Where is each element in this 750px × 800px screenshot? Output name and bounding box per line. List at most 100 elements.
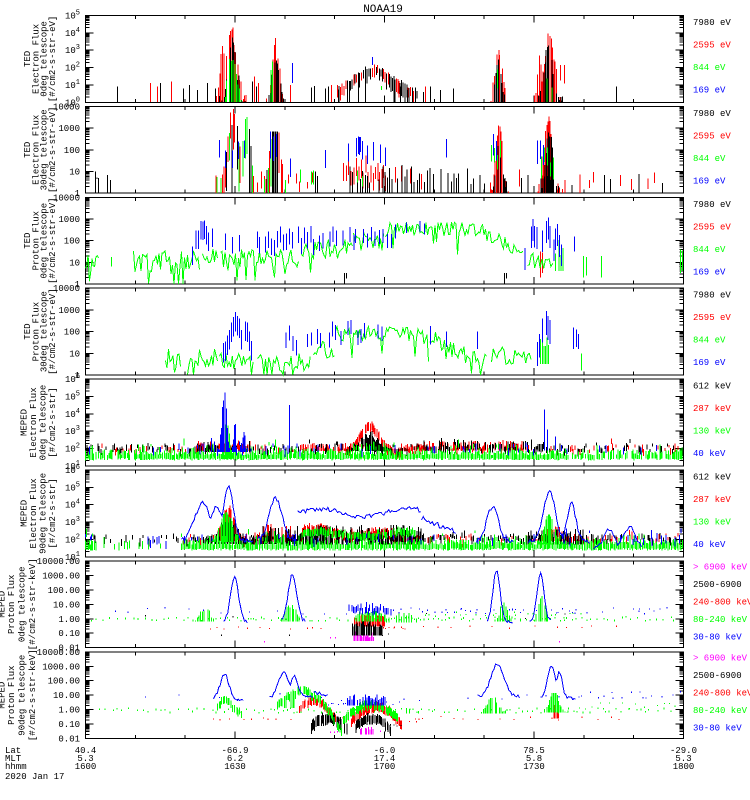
svg-text:Proton Flux: Proton Flux — [32, 302, 42, 361]
svg-text:100.00: 100.00 — [48, 677, 80, 687]
svg-text:10000.00: 10000.00 — [37, 557, 80, 567]
svg-text:40 keV: 40 keV — [693, 449, 726, 459]
svg-text:MEPED: MEPED — [20, 500, 30, 527]
svg-text:2500-6900: 2500-6900 — [693, 580, 742, 590]
svg-text:612 keV: 612 keV — [693, 473, 731, 483]
svg-text:1000: 1000 — [58, 306, 80, 316]
svg-text:100: 100 — [64, 328, 80, 338]
svg-text:100: 100 — [64, 237, 80, 247]
svg-text:844 eV: 844 eV — [693, 154, 726, 164]
svg-text:1630: 1630 — [224, 762, 246, 772]
svg-text:0deg telescope: 0deg telescope — [39, 385, 49, 461]
svg-text:1800: 1800 — [673, 762, 695, 772]
svg-text:1000.00: 1000.00 — [42, 571, 80, 581]
svg-text:1: 1 — [75, 371, 80, 381]
svg-text:0deg telescope: 0deg telescope — [40, 203, 50, 279]
svg-text:10000.00: 10000.00 — [37, 648, 80, 658]
svg-text:0deg telescope: 0deg telescope — [18, 566, 28, 642]
svg-text:MEPED: MEPED — [0, 682, 8, 709]
svg-text:5.3: 5.3 — [675, 754, 691, 764]
svg-text:10: 10 — [69, 168, 80, 178]
svg-text:5.3: 5.3 — [77, 754, 93, 764]
svg-text:100.00: 100.00 — [48, 586, 80, 596]
svg-text:100: 100 — [64, 146, 80, 156]
svg-text:TED: TED — [23, 51, 33, 67]
svg-text:30deg telescope: 30deg telescope — [40, 291, 50, 372]
svg-text:1.00: 1.00 — [58, 615, 80, 625]
svg-text:MEPED: MEPED — [20, 409, 30, 436]
svg-text:2500-6900: 2500-6900 — [693, 671, 742, 681]
svg-text:7980 eV: 7980 eV — [693, 109, 731, 119]
svg-text:-6.0: -6.0 — [374, 746, 396, 756]
svg-text:[#/cm2-s-str-eV]: [#/cm2-s-str-eV] — [48, 288, 58, 374]
svg-text:240-800 keV: 240-800 keV — [693, 597, 750, 607]
svg-text:Lat: Lat — [5, 746, 21, 756]
svg-text:1000: 1000 — [58, 124, 80, 134]
svg-text:MLT: MLT — [5, 754, 22, 764]
svg-text:0.10: 0.10 — [58, 720, 80, 730]
svg-text:Proton Flux: Proton Flux — [7, 575, 17, 634]
svg-text:10: 10 — [69, 258, 80, 268]
svg-text:844 eV: 844 eV — [693, 245, 726, 255]
svg-text:40 keV: 40 keV — [693, 540, 726, 550]
svg-text:NOAA19: NOAA19 — [363, 4, 403, 16]
svg-text:[#/cm2-s-str-keV]: [#/cm2-s-str-keV] — [28, 558, 38, 650]
svg-text:169 eV: 169 eV — [693, 267, 726, 277]
svg-text:612 keV: 612 keV — [693, 382, 731, 392]
svg-text:1: 1 — [75, 189, 80, 199]
svg-text:90deg telescope: 90deg telescope — [18, 655, 28, 736]
svg-text:40.4: 40.4 — [75, 746, 97, 756]
svg-text:78.5: 78.5 — [523, 746, 545, 756]
svg-text:[#/cm2-s-str-eV]: [#/cm2-s-str-eV] — [48, 197, 58, 283]
svg-text:1730: 1730 — [523, 762, 545, 772]
svg-text:169 eV: 169 eV — [693, 176, 726, 186]
svg-text:30deg telescope: 30deg telescope — [40, 109, 50, 190]
svg-text:10.00: 10.00 — [53, 691, 80, 701]
svg-text:169 eV: 169 eV — [693, 86, 726, 96]
svg-text:240-800 keV: 240-800 keV — [693, 688, 750, 698]
svg-text:80-240 keV: 80-240 keV — [693, 615, 748, 625]
svg-text:2020 Jan 17: 2020 Jan 17 — [5, 772, 64, 782]
svg-text:1000: 1000 — [58, 215, 80, 225]
svg-text:844 eV: 844 eV — [693, 63, 726, 73]
svg-text:169 eV: 169 eV — [693, 358, 726, 368]
svg-text:6.2: 6.2 — [227, 754, 243, 764]
svg-text:0.01: 0.01 — [58, 644, 80, 654]
svg-text:TED: TED — [23, 233, 33, 249]
svg-text:7980 eV: 7980 eV — [693, 291, 731, 301]
svg-text:2595 eV: 2595 eV — [693, 313, 731, 323]
svg-text:2595 eV: 2595 eV — [693, 222, 731, 232]
svg-text:5.8: 5.8 — [526, 754, 542, 764]
svg-text:> 6900 keV: > 6900 keV — [693, 653, 748, 663]
svg-text:0deg telescope: 0deg telescope — [40, 21, 50, 97]
svg-text:TED: TED — [23, 142, 33, 158]
svg-text:TED: TED — [23, 323, 33, 339]
svg-text:Proton Flux: Proton Flux — [7, 665, 17, 724]
svg-text:30-80 keV: 30-80 keV — [693, 723, 742, 733]
svg-text:10: 10 — [69, 349, 80, 359]
svg-text:Electron Flux: Electron Flux — [32, 115, 42, 185]
svg-text:10000: 10000 — [53, 284, 80, 294]
svg-text:7980 eV: 7980 eV — [693, 200, 731, 210]
svg-text:30-80 keV: 30-80 keV — [693, 632, 742, 642]
svg-text:2595 eV: 2595 eV — [693, 131, 731, 141]
svg-text:Electron Flux: Electron Flux — [29, 478, 39, 548]
svg-text:80-240 keV: 80-240 keV — [693, 706, 748, 716]
svg-text:7980 eV: 7980 eV — [693, 18, 731, 28]
svg-text:10000: 10000 — [53, 102, 80, 112]
svg-text:2595 eV: 2595 eV — [693, 41, 731, 51]
svg-text:-66.9: -66.9 — [221, 746, 248, 756]
svg-text:[#/cm2-s-str]: [#/cm2-s-str] — [48, 478, 58, 548]
svg-text:10.00: 10.00 — [53, 600, 80, 610]
svg-text:0.01: 0.01 — [58, 735, 80, 745]
svg-text:Proton Flux: Proton Flux — [32, 211, 42, 270]
svg-text:MEPED: MEPED — [0, 591, 8, 618]
svg-text:[#/cm2-s-str-eV]: [#/cm2-s-str-eV] — [48, 107, 58, 193]
svg-text:-29.0: -29.0 — [670, 746, 697, 756]
svg-text:[#/cm2-s-str]: [#/cm2-s-str] — [48, 387, 58, 457]
svg-text:10000: 10000 — [53, 193, 80, 203]
svg-text:Electron Flux: Electron Flux — [29, 387, 39, 457]
svg-text:0.10: 0.10 — [58, 629, 80, 639]
svg-text:17.4: 17.4 — [374, 754, 396, 764]
svg-text:[#/cm2-s-str-eV]: [#/cm2-s-str-eV] — [48, 16, 58, 102]
